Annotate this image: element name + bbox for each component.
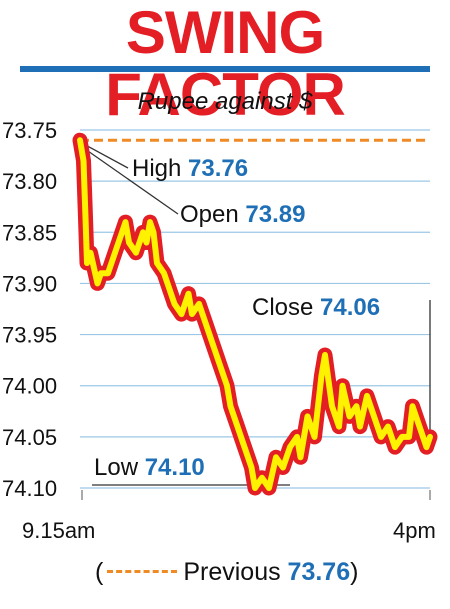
y-tick-label: 73.85 xyxy=(2,220,57,245)
grid-lines xyxy=(80,129,430,489)
close-value: 74.06 xyxy=(320,294,380,321)
x-tick-label: 9.15am xyxy=(22,518,95,543)
high-value: 73.76 xyxy=(188,155,248,182)
open-leader xyxy=(83,147,179,215)
previous-label: Previous xyxy=(183,558,281,586)
y-tick-label: 74.00 xyxy=(2,374,57,399)
low-label: Low 74.10 xyxy=(94,454,205,481)
previous-legend: (Previous 73.76) xyxy=(95,558,359,586)
open-value: 73.89 xyxy=(245,201,305,228)
high-leader xyxy=(83,143,129,169)
previous-dash-swatch xyxy=(107,569,178,573)
y-tick-label: 74.05 xyxy=(2,425,57,450)
chart-title: SWING FACTOR xyxy=(105,0,346,128)
y-tick-label: 73.75 xyxy=(2,118,57,143)
series-line-fill xyxy=(77,137,433,491)
y-tick-label: 73.80 xyxy=(2,169,57,194)
open-annotation: Open 73.89 xyxy=(180,201,305,228)
x-axis-ticks: 9.15am 4pm xyxy=(22,490,436,543)
low-annotation: Low 74.10 xyxy=(94,454,205,481)
x-tick-label: 4pm xyxy=(393,518,436,543)
y-tick-label: 74.10 xyxy=(2,476,57,501)
close-annotation: Close 74.06 xyxy=(248,293,420,323)
annotations: High 73.76 Open 73.89 Close 74.06 Low 74.10 xyxy=(94,155,420,481)
previous-value: 73.76 xyxy=(287,558,351,586)
high-annotation: High 73.76 xyxy=(132,155,248,182)
chart-subtitle: Rupee against $ xyxy=(137,88,313,115)
close-label: Close 74.06 xyxy=(252,294,380,321)
open-label: Open 73.89 xyxy=(180,201,305,228)
high-label: High 73.76 xyxy=(132,155,248,182)
y-axis-ticks: 73.75 73.80 73.85 73.90 73.95 74.00 74.05 74.10 xyxy=(2,118,57,501)
title-underline xyxy=(20,66,430,72)
y-tick-label: 73.95 xyxy=(2,323,57,348)
y-tick-label: 73.90 xyxy=(2,271,57,296)
close-label-bg xyxy=(248,293,420,323)
low-value: 74.10 xyxy=(145,454,205,481)
